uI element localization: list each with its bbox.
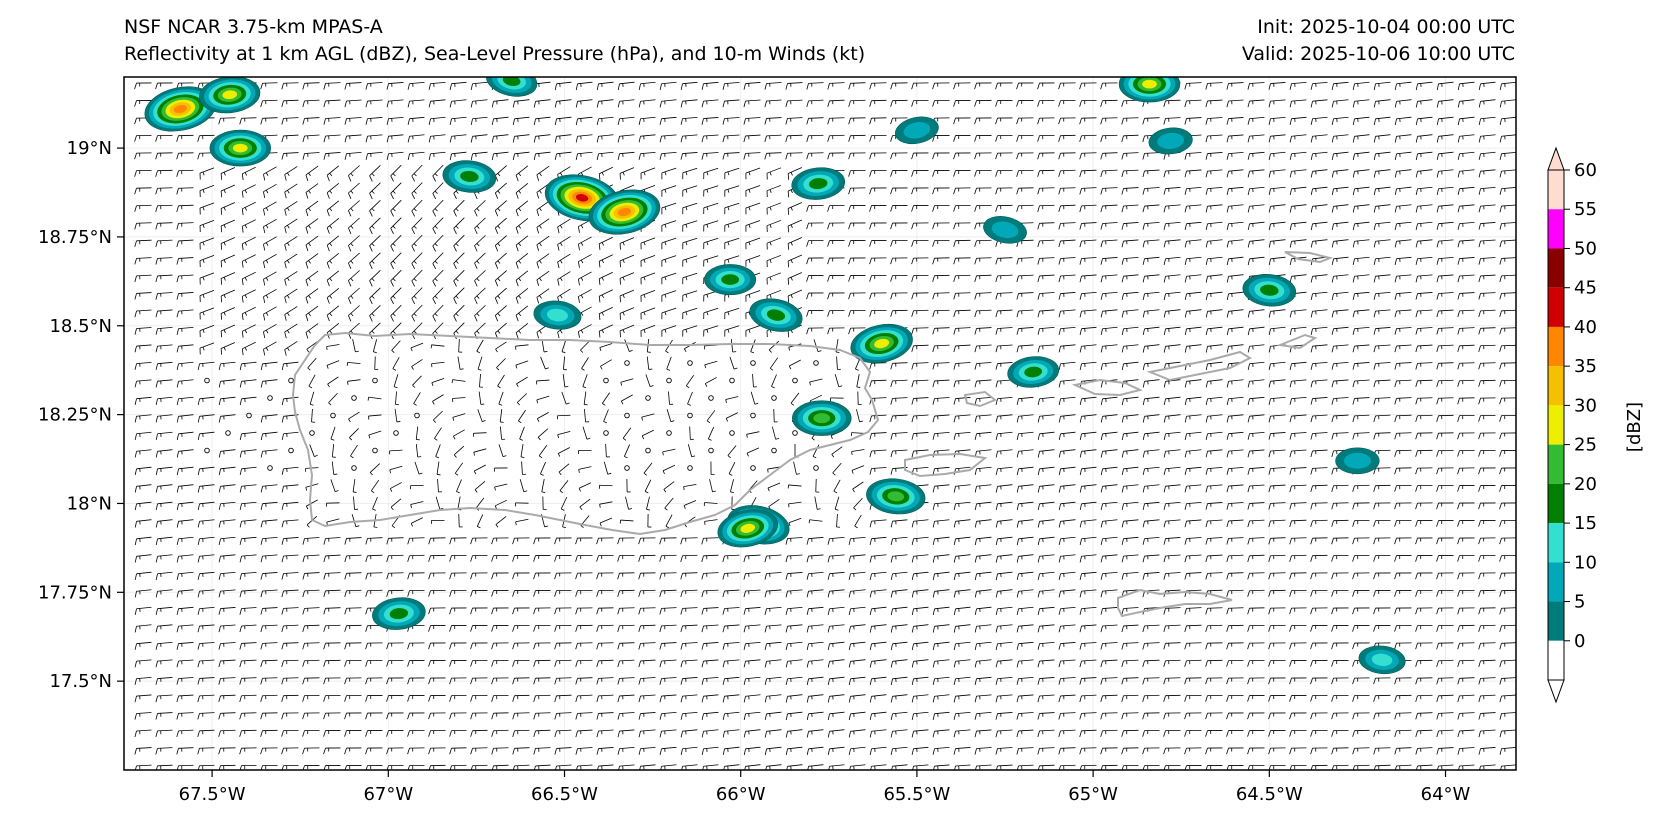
lat-tick-label: 18°N	[67, 493, 112, 514]
reflectivity-cell	[209, 129, 271, 167]
graticule	[124, 77, 1516, 770]
st-croix-coastline	[1117, 588, 1233, 618]
title-right: Init: 2025-10-04 00:00 UTC Valid: 2025-1…	[1242, 14, 1515, 68]
lon-tick-label: 66°W	[716, 784, 766, 805]
puerto-rico-coastline	[291, 331, 880, 536]
colorbar-swatch	[1548, 444, 1564, 484]
colorbar-tick-label: 50	[1574, 238, 1597, 259]
reflectivity-cell	[704, 264, 757, 296]
longitude-ticks: 67.5°W 67°W 66.5°W 66°W 65.5°W 65°W 64.5°W 64°W	[179, 770, 1471, 805]
vieques-coastline	[904, 452, 988, 478]
reflectivity-cell	[1118, 77, 1181, 103]
colorbar-tick-label: 5	[1574, 592, 1585, 613]
title-left: NSF NCAR 3.75-km MPAS-A Reflectivity at …	[124, 14, 865, 68]
colorbar-swatch	[1548, 287, 1564, 327]
colorbar-tick-label: 0	[1574, 631, 1585, 652]
colorbar-tick-label: 15	[1574, 513, 1597, 534]
colorbar-tick-label: 35	[1574, 356, 1597, 377]
reflectivity-cells	[144, 77, 1406, 675]
lon-tick-label: 65.5°W	[883, 784, 950, 805]
colorbar-label: [dBZ]	[1624, 402, 1645, 452]
virgin-gorda-coastline	[1276, 333, 1318, 350]
colorbar-tick-label: 10	[1574, 552, 1597, 573]
lat-tick-label: 18.75°N	[38, 227, 112, 248]
colorbar-swatch	[1548, 326, 1564, 367]
reflectivity-cell	[486, 77, 538, 97]
reflectivity-cell	[895, 116, 939, 145]
st-thomas-coastline	[1071, 378, 1143, 397]
colorbar-tick-label: 20	[1574, 474, 1597, 495]
lon-tick-label: 64.5°W	[1236, 784, 1303, 805]
colorbar-tick-label: 40	[1574, 317, 1597, 338]
lon-tick-label: 67.5°W	[179, 784, 246, 805]
colorbar-swatch	[1548, 523, 1564, 563]
reflectivity-cell	[1007, 356, 1060, 388]
lon-tick-label: 65°W	[1068, 784, 1118, 805]
reflectivity-cell	[199, 77, 261, 114]
fields-subtitle: Reflectivity at 1 km AGL (dBZ), Sea-Leve…	[124, 43, 866, 65]
reflectivity-cell	[588, 189, 661, 235]
reflectivity-cell	[144, 86, 217, 132]
init-time: Init: 2025-10-04 00:00 UTC	[1257, 16, 1515, 38]
colorbar-tick-label: 30	[1574, 395, 1597, 416]
coastlines	[291, 251, 1334, 618]
colorbar: 0 5 10 15 20 25 30 35 40 45 50 55 60	[1547, 146, 1597, 704]
valid-time: Valid: 2025-10-06 10:00 UTC	[1241, 43, 1515, 65]
reflectivity-cell	[533, 300, 582, 330]
reflectivity-cell	[372, 597, 426, 630]
reflectivity-cell	[749, 298, 803, 332]
reflectivity-cell	[1335, 447, 1380, 475]
colorbar-swatch	[1548, 248, 1564, 288]
lat-tick-label: 18.5°N	[49, 316, 112, 337]
colorbar-tick-label: 25	[1574, 435, 1597, 456]
reflectivity-cell	[792, 400, 852, 436]
reflectivity-cell	[850, 323, 913, 364]
colorbar-swatch	[1548, 366, 1564, 406]
colorbar-swatch	[1548, 483, 1564, 524]
wind-barbs	[134, 81, 1516, 770]
reflectivity-cell	[1148, 127, 1193, 155]
reflectivity-cell	[791, 167, 846, 200]
reflectivity-cell	[866, 478, 926, 515]
model-title: NSF NCAR 3.75-km MPAS-A	[124, 16, 383, 38]
colorbar-tick-label: 55	[1574, 199, 1597, 220]
colorbar-tick-label: 60	[1574, 160, 1597, 181]
colorbar-swatch	[1548, 405, 1564, 445]
reflectivity-cell	[1242, 274, 1297, 307]
st-john-tortola-coastline	[1146, 350, 1253, 382]
colorbar-swatch	[1548, 562, 1564, 602]
lat-tick-label: 18.25°N	[38, 405, 112, 426]
reflectivity-cell	[442, 160, 497, 193]
culebra-coastline	[963, 390, 997, 408]
lon-tick-label: 67°W	[363, 784, 413, 805]
anegada-coastline	[1284, 251, 1334, 264]
lat-tick-label: 17.5°N	[49, 671, 112, 692]
lat-tick-label: 19°N	[67, 138, 112, 159]
reflectivity-cell	[544, 174, 620, 222]
reflectivity-cell	[1358, 645, 1406, 675]
plot-frame	[123, 76, 1517, 771]
colorbar-tick-label: 45	[1574, 278, 1597, 299]
reflectivity-cell	[983, 216, 1027, 244]
lon-tick-label: 66.5°W	[531, 784, 598, 805]
reflectivity-cell	[717, 509, 779, 548]
latitude-ticks: 19°N 18.75°N 18.5°N 18.25°N 18°N 17.75°N 17.5°…	[38, 138, 124, 692]
lat-tick-label: 17.75°N	[38, 582, 112, 603]
lon-tick-label: 64°W	[1421, 784, 1471, 805]
colorbar-swatch	[1548, 209, 1564, 249]
colorbar-swatch	[1548, 170, 1564, 210]
colorbar-swatch	[1548, 601, 1564, 641]
